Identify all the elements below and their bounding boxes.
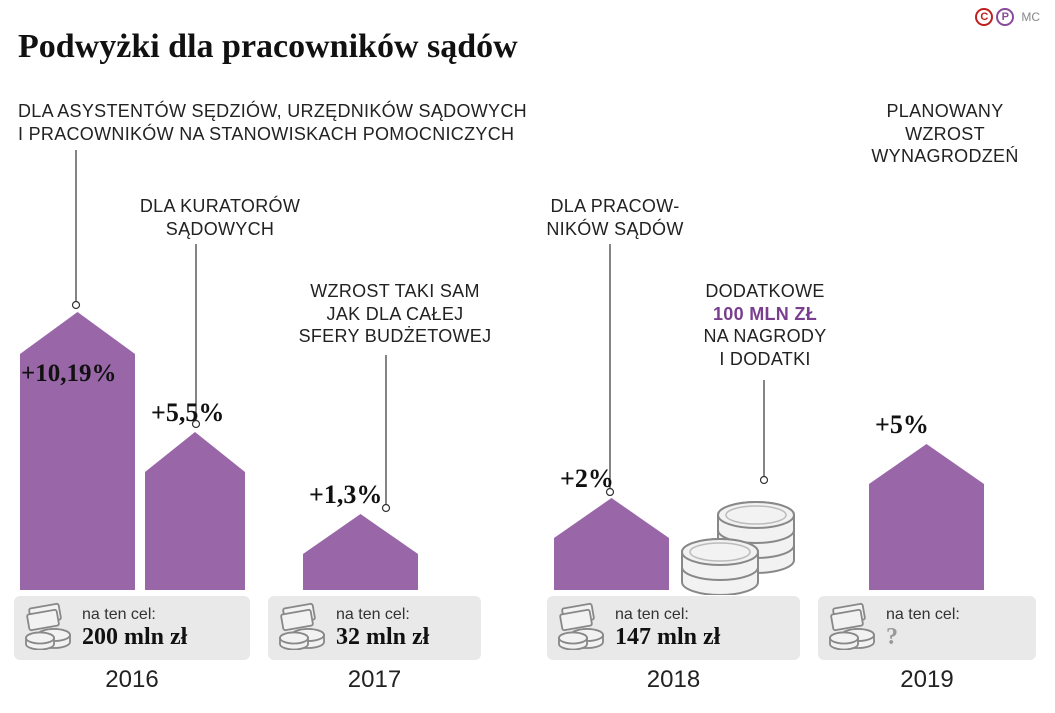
callout-line-1: [70, 150, 82, 310]
footer-amount: 32 mln zł: [336, 624, 429, 651]
arrow-2017: [303, 514, 418, 590]
callout-line-4: [604, 244, 616, 496]
bonus-pre: DODATKOWE: [705, 281, 824, 301]
money-icon: [24, 602, 76, 655]
footer-amount: 200 mln zł: [82, 624, 187, 651]
copyright-c-icon: C: [975, 8, 993, 26]
arrow-2019: [869, 444, 984, 590]
coins-icon: [678, 490, 808, 600]
annotation-bonus: DODATKOWE 100 MLN ZŁ NA NAGRODYI DODATKI: [680, 280, 850, 370]
footer-label: na ten cel:: [336, 606, 429, 624]
arrow-2016a-percent: +10,19%: [21, 360, 117, 388]
arrow-2016a: [20, 312, 135, 590]
header-badges: C P MC: [975, 8, 1040, 26]
annotation-assistants: DLA ASYSTENTÓW SĘDZIÓW, URZĘDNIKÓW SĄDOW…: [18, 100, 527, 145]
bonus-accent: 100 MLN ZŁ: [713, 304, 817, 324]
footer-label: na ten cel:: [615, 606, 720, 624]
money-icon: [278, 602, 330, 655]
footer-box-2017: na ten cel: 32 mln zł: [268, 596, 481, 660]
arrow-2019-percent: +5%: [875, 410, 929, 440]
arrow-2018: [554, 498, 669, 590]
arrow-2018-percent: +2%: [560, 464, 614, 494]
annotation-curators: DLA KURATORÓWSĄDOWYCH: [110, 195, 330, 240]
footer-amount: 147 mln zł: [615, 624, 720, 651]
footer-label: na ten cel:: [886, 606, 960, 624]
arrow-2016b-percent: +5,5%: [151, 398, 224, 428]
year-label-2018: 2018: [547, 666, 800, 694]
arrow-2016b: [145, 432, 245, 590]
copyright-p-icon: P: [996, 8, 1014, 26]
money-icon: [557, 602, 609, 655]
arrow-2017-percent: +1,3%: [309, 480, 382, 510]
page-title: Podwyżki dla pracowników sądów: [18, 28, 518, 66]
footer-label: na ten cel:: [82, 606, 187, 624]
footer-box-2018: na ten cel: 147 mln zł: [547, 596, 800, 660]
bonus-post: NA NAGRODYI DODATKI: [703, 326, 826, 369]
annotation-budget-sphere: WZROST TAKI SAMJAK DLA CAŁEJSFERY BUDŻET…: [285, 280, 505, 348]
annotation-planned: PLANOWANYWZROSTWYNAGRODZEŃ: [845, 100, 1045, 168]
year-label-2019: 2019: [818, 666, 1036, 694]
callout-line-5: [758, 380, 770, 485]
year-label-2016: 2016: [14, 666, 250, 694]
year-label-2017: 2017: [268, 666, 481, 694]
mc-label: MC: [1021, 10, 1040, 24]
footer-box-2019: na ten cel: ?: [818, 596, 1036, 660]
footer-amount: ?: [886, 624, 960, 651]
money-icon: [828, 602, 880, 655]
footer-box-2016: na ten cel: 200 mln zł: [14, 596, 250, 660]
annotation-court-workers: DLA PRACOW-NIKÓW SĄDÓW: [525, 195, 705, 240]
